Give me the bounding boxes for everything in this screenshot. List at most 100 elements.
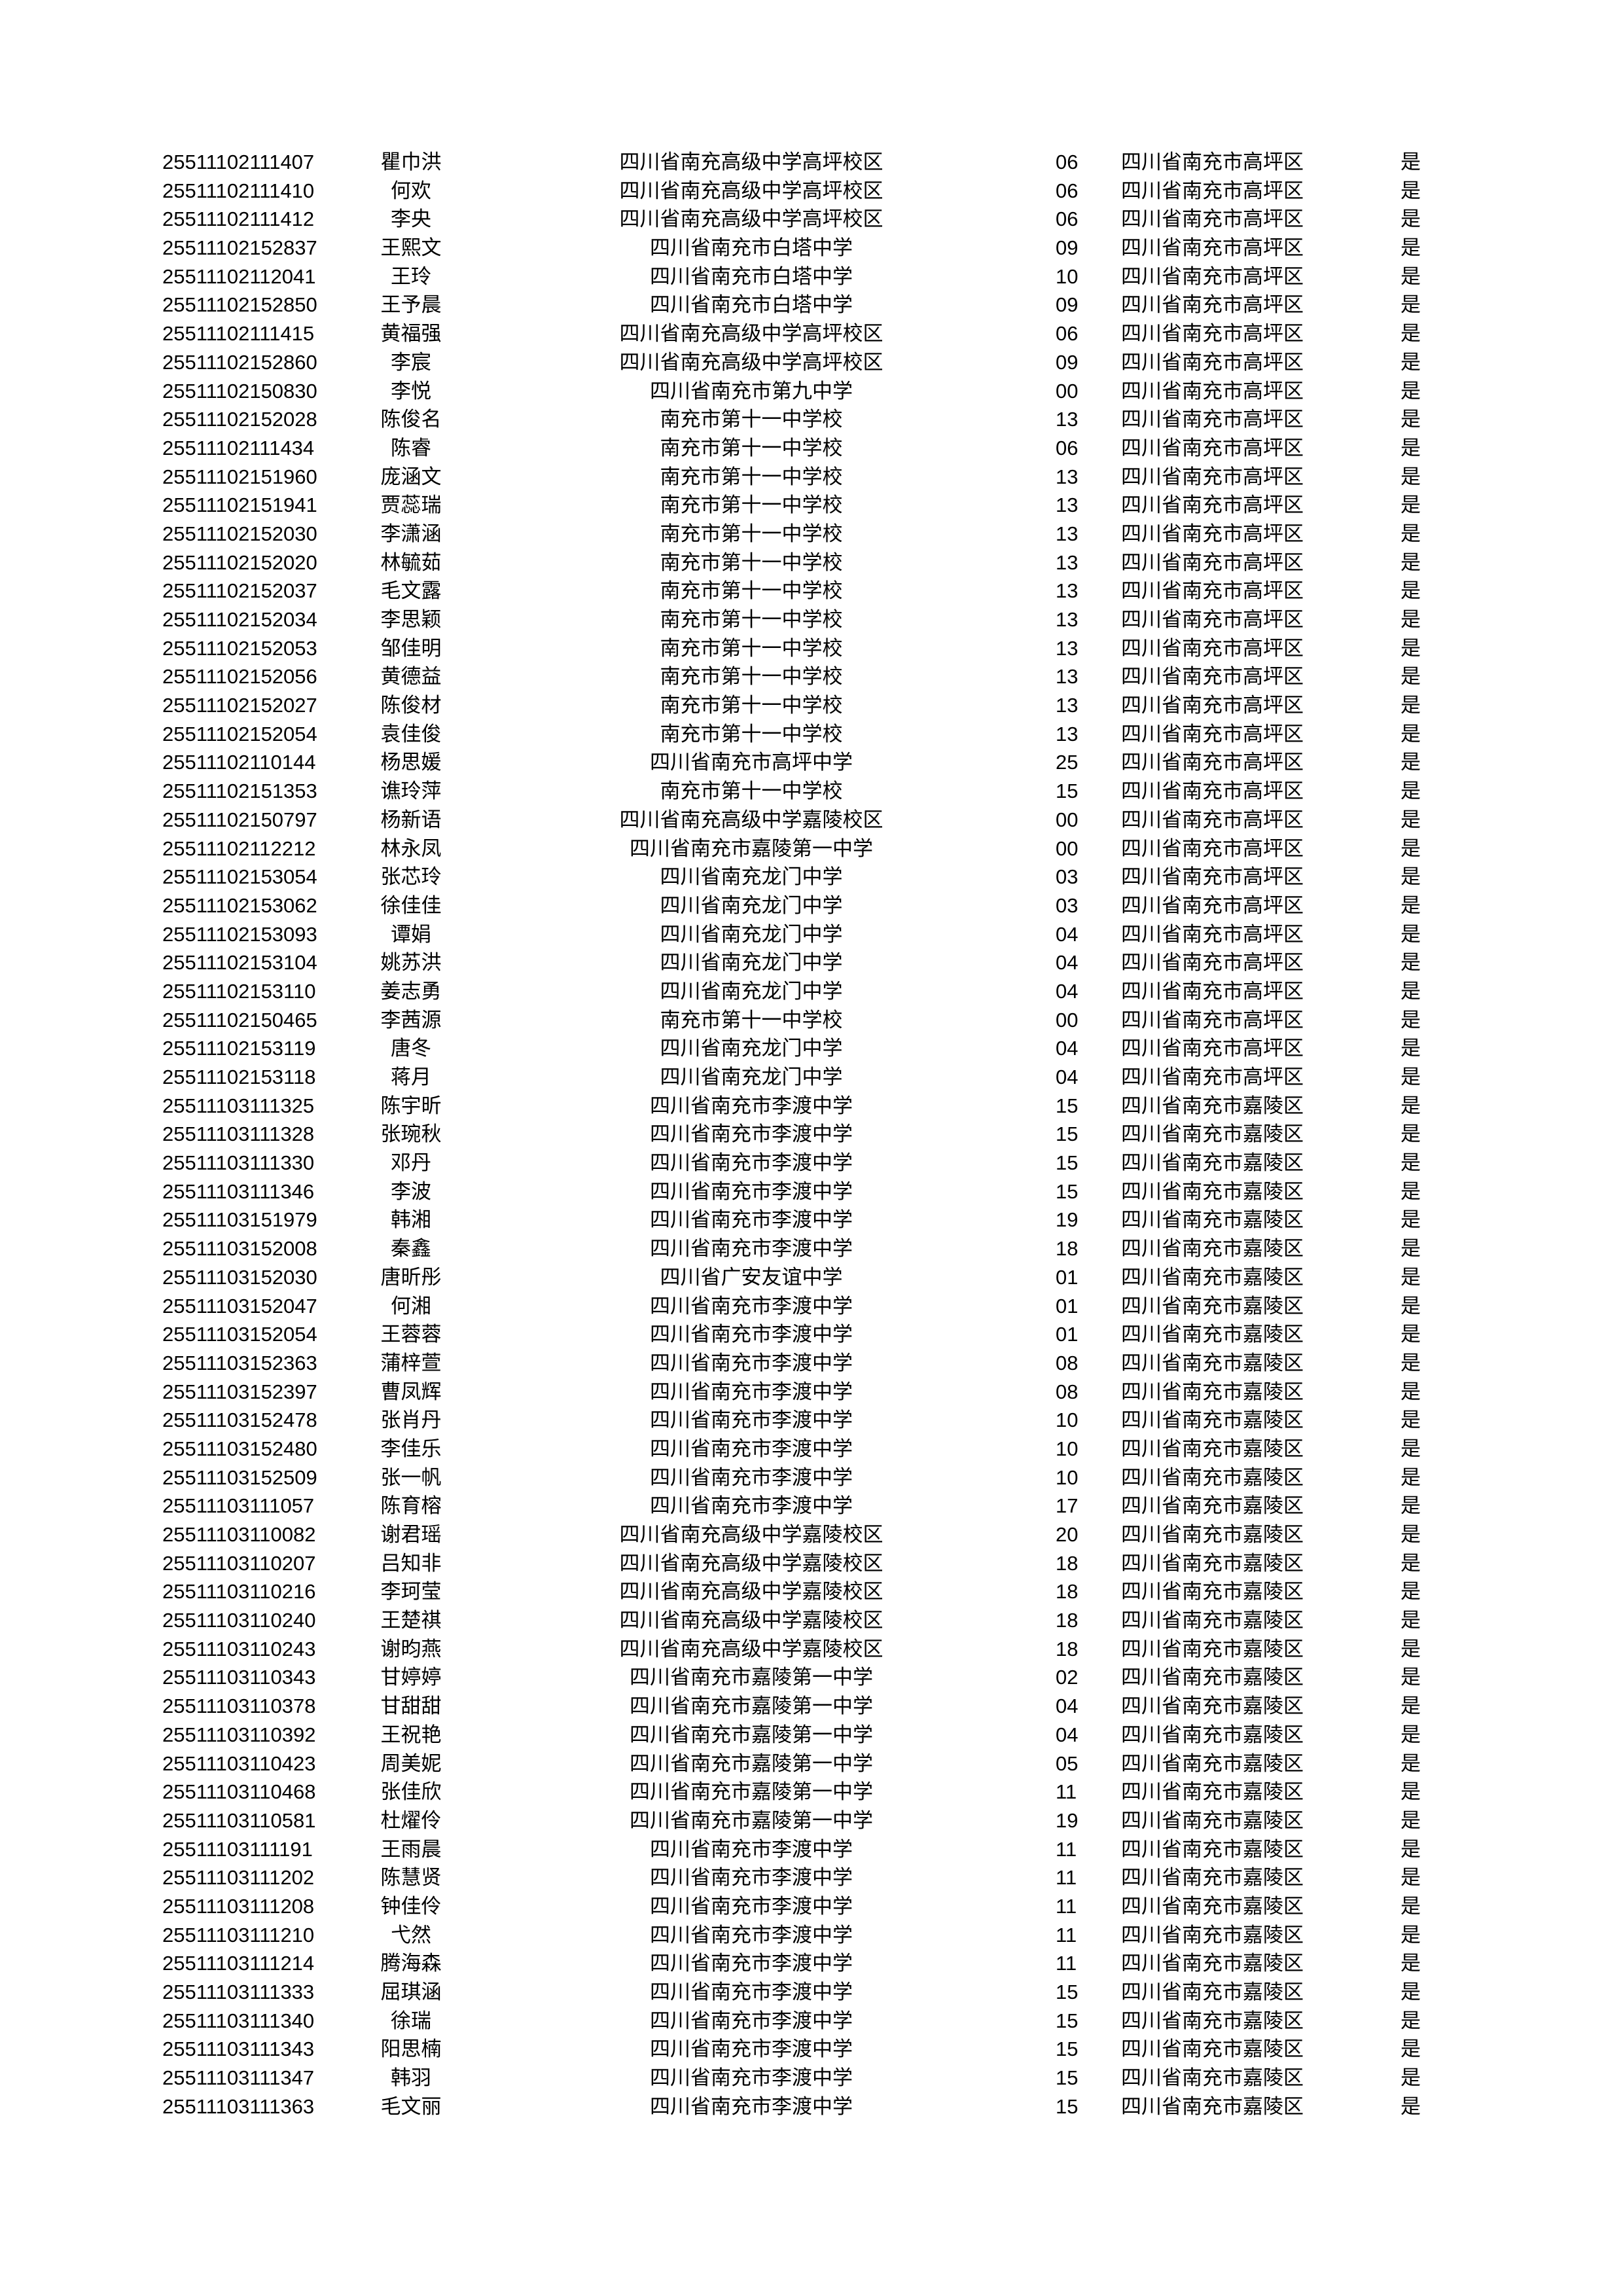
student-name: 李潇涵 [380,522,442,545]
eligibility-flag: 是 [1400,579,1421,603]
district: 四川省南充市嘉陵区 [1121,1523,1304,1546]
student-id: 25511103110581 [162,1808,316,1832]
table-row: 25511103152478 张肖丹 四川省南充市李渡中学 10 四川省南充市嘉陵区 是 [0,1406,1623,1435]
school-name: 四川省南充高级中学高坪校区 [619,151,883,173]
class-code: 11 [1056,1952,1077,1975]
eligibility-flag: 是 [1400,408,1421,431]
class-code: 15 [1056,1981,1079,2003]
student-name: 杜燿伶 [380,1808,442,1832]
eligibility-flag: 是 [1400,1981,1421,2003]
eligibility-flag: 是 [1400,1351,1421,1374]
school-name: 四川省南充市李渡中学 [650,1122,853,1146]
student-name: 李茜源 [380,1008,442,1031]
table-row: 25511103111208 钟佳伶 四川省南充市李渡中学 11 四川省南充市嘉陵区 是 [0,1892,1623,1921]
student-id: 25511102112041 [162,264,316,288]
class-code: 15 [1056,780,1079,803]
student-id: 25511103110216 [162,1580,316,1604]
student-id: 25511103152509 [162,1465,317,1489]
class-code: 06 [1056,179,1079,202]
student-name: 毛文露 [380,579,442,603]
table-row: 25511103110392 王祝艳 四川省南充市嘉陵第一中学 04 四川省南充市嘉陵区… [0,1721,1623,1749]
eligibility-flag: 是 [1400,865,1421,889]
class-code: 00 [1056,836,1079,860]
school-name: 四川省南充市李渡中学 [650,1465,853,1489]
class-code: 11 [1056,1780,1077,1804]
eligibility-flag: 是 [1400,2009,1421,2032]
district: 四川省南充市嘉陵区 [1121,1294,1304,1318]
class-code: 03 [1056,865,1079,889]
table-row: 25511103152030 唐昕彤 四川省广安友谊中学 01 四川省南充市嘉陵区 是 [0,1263,1623,1292]
student-name: 林永凤 [380,836,442,860]
class-code: 06 [1056,322,1079,346]
student-name: 李波 [391,1179,431,1203]
eligibility-flag: 是 [1400,1066,1421,1088]
student-name: 王雨晨 [380,1837,442,1861]
table-row: 25511103152363 蒲梓萱 四川省南充市李渡中学 08 四川省南充市嘉陵区 是 [0,1349,1623,1378]
district: 四川省南充市嘉陵区 [1121,1808,1304,1832]
table-row: 25511103110423 周美妮 四川省南充市嘉陵第一中学 05 四川省南充市嘉陵区… [0,1749,1623,1778]
table-row: 25511103110468 张佳欣 四川省南充市嘉陵第一中学 11 四川省南充市嘉陵区… [0,1778,1623,1806]
eligibility-flag: 是 [1400,1609,1421,1632]
class-code: 17 [1056,1494,1079,1518]
student-name: 黄德益 [380,665,442,689]
school-name: 四川省南充高级中学嘉陵校区 [619,808,883,831]
class-code: 13 [1056,465,1079,488]
table-row: 25511102151960 庞涵文 南充市第十一中学校 13 四川省南充市高坪区 是 [0,463,1623,492]
table-row: 25511102152020 林毓茹 南充市第十一中学校 13 四川省南充市高坪区 是 [0,548,1623,577]
student-name: 王熙文 [380,236,442,260]
class-code: 06 [1056,207,1079,231]
school-name: 四川省南充市李渡中学 [650,1294,853,1318]
district: 四川省南充市嘉陵区 [1121,1122,1304,1146]
eligibility-flag: 是 [1400,1294,1421,1318]
school-name: 四川省南充市李渡中学 [650,1494,853,1518]
district: 四川省南充市嘉陵区 [1121,1351,1304,1374]
eligibility-flag: 是 [1400,1094,1421,1117]
district: 四川省南充市嘉陵区 [1121,2037,1304,2061]
student-name: 钟佳伶 [380,1894,442,1918]
student-name: 何湘 [391,1294,431,1318]
student-id: 25511102153118 [162,1066,316,1088]
district: 四川省南充市嘉陵区 [1121,2094,1304,2118]
table-row: 25511102150797 杨新语 四川省南充高级中学嘉陵校区 00 四川省南充市高坪… [0,806,1623,834]
class-code: 15 [1056,1179,1079,1203]
district: 四川省南充市嘉陵区 [1121,1094,1304,1117]
class-code: 00 [1056,379,1079,403]
eligibility-flag: 是 [1400,2094,1421,2118]
eligibility-flag: 是 [1400,2037,1421,2061]
student-name: 毛文丽 [380,2094,442,2118]
class-code: 13 [1056,694,1079,717]
student-name: 王予晨 [380,293,442,317]
student-id: 25511102153093 [162,922,317,946]
eligibility-flag: 是 [1400,1265,1421,1289]
eligibility-flag: 是 [1400,1437,1421,1460]
school-name: 四川省南充市李渡中学 [650,1437,853,1460]
school-name: 四川省南充龙门中学 [660,922,843,946]
eligibility-flag: 是 [1400,1037,1421,1060]
student-name: 阳思楠 [380,2037,442,2061]
student-id: 25511102152860 [162,350,317,374]
school-name: 四川省南充市李渡中学 [650,1923,853,1946]
eligibility-flag: 是 [1400,293,1421,317]
school-name: 南充市第十一中学校 [660,550,843,574]
class-code: 11 [1056,1866,1077,1890]
district: 四川省南充市高坪区 [1121,751,1304,774]
district: 四川省南充市嘉陵区 [1121,1323,1304,1346]
student-name: 张芯玲 [380,865,442,889]
student-name: 杨新语 [380,808,442,831]
table-row: 25511103111346 李波 四川省南充市李渡中学 15 四川省南充市嘉陵区 是 [0,1177,1623,1206]
school-name: 四川省南充高级中学嘉陵校区 [619,1523,883,1546]
class-code: 11 [1056,1837,1077,1861]
class-code: 03 [1056,893,1079,917]
district: 四川省南充市高坪区 [1121,522,1304,545]
district: 四川省南充市高坪区 [1121,350,1304,374]
district: 四川省南充市高坪区 [1121,379,1304,403]
student-id: 25511103111325 [162,1094,315,1117]
student-name: 陈慧贤 [380,1866,442,1890]
class-code: 13 [1056,522,1079,545]
student-name: 李思颖 [380,608,442,631]
student-id: 25511103152478 [162,1408,317,1432]
table-row: 25511102153104 姚苏洪 四川省南充龙门中学 04 四川省南充市高坪区 是 [0,948,1623,977]
eligibility-flag: 是 [1400,751,1421,774]
student-id: 25511103111330 [162,1151,315,1175]
student-name: 贾蕊瑞 [380,493,442,517]
